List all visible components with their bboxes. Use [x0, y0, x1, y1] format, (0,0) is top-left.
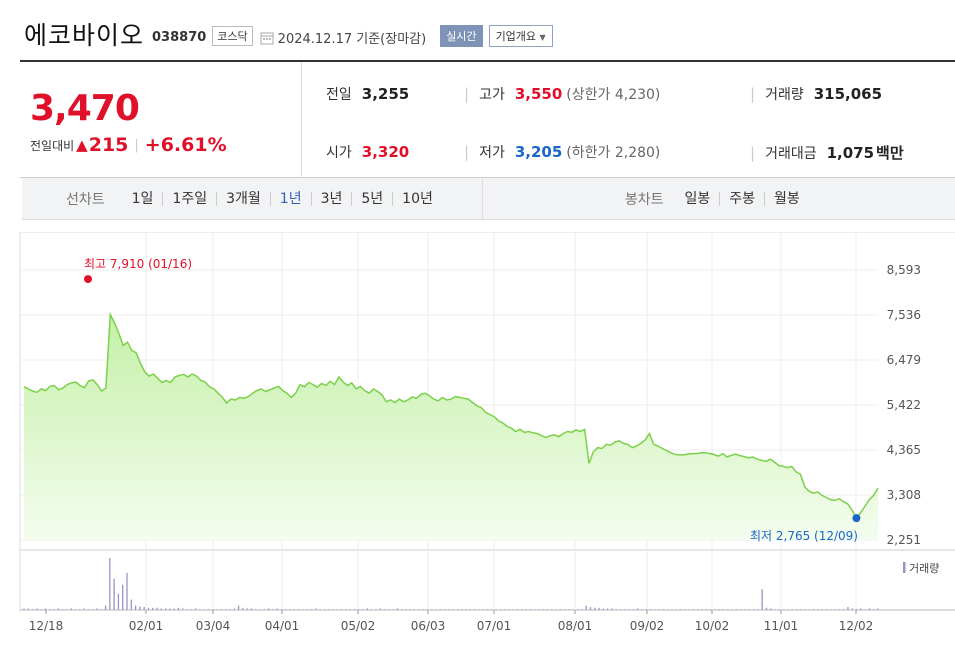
prev-close-value: 3,255	[361, 85, 410, 103]
x-tick-label: 05/02	[341, 619, 376, 633]
x-tick-label: 04/01	[265, 619, 300, 633]
price-summary: 3,470 전일대비 ▲ 215 | +6.61% 전일 3,255 시가 3,…	[20, 60, 955, 178]
company-name: 에코바이오	[24, 21, 145, 50]
y-tick-label: 8,593	[887, 263, 921, 277]
stat-high: | 고가 3,550 (상한가 4,230)	[464, 85, 661, 103]
x-tick-label: 10/02	[695, 619, 730, 633]
stat-open: 시가 3,320	[326, 142, 409, 162]
volume-legend-swatch	[903, 562, 906, 573]
change-value: 215	[88, 134, 129, 156]
line-period-tab-0[interactable]: 1일	[123, 191, 164, 206]
line-period-tab-6[interactable]: 10년	[402, 190, 433, 207]
change-percent: +6.61%	[144, 134, 227, 156]
candle-period-tab-0[interactable]: 일봉	[676, 191, 721, 206]
volume-value: 315,065	[813, 85, 883, 103]
up-arrow-icon: ▲	[76, 136, 88, 154]
y-tick-label: 3,308	[887, 488, 921, 502]
high-annotation: 최고 7,910 (01/16)	[84, 257, 192, 271]
stat-low: | 저가 3,205 (하한가 2,280)	[464, 143, 661, 161]
change-row: 전일대비 ▲ 215 | +6.61%	[30, 134, 227, 156]
line-period-tab-2[interactable]: 3개월	[217, 191, 271, 206]
x-tick-label: 11/01	[764, 619, 799, 633]
dropdown-arrow-icon: ▼	[539, 33, 546, 42]
price-area	[24, 314, 878, 540]
y-tick-label: 2,251	[887, 533, 921, 547]
price-line	[23, 311, 879, 520]
y-tick-label: 4,365	[887, 443, 921, 457]
x-tick-label: 03/04	[196, 619, 231, 633]
lower-limit: (하한가 2,280)	[566, 145, 661, 161]
market-badge: 코스닥	[212, 26, 253, 46]
line-period-tab-3[interactable]: 1년	[271, 191, 312, 206]
period-selector: 선차트 1일 1주일 3개월 1년 3년 5년 10년 봉차트 일봉 주봉 월봉	[22, 177, 955, 220]
low-annotation: 최저 2,765 (12/09)	[750, 529, 858, 543]
volume-label: 거래량	[765, 87, 804, 103]
current-price: 3,470	[30, 88, 140, 129]
line-period-tab-5[interactable]: 5년	[352, 191, 394, 206]
x-tick-label: 07/01	[477, 619, 512, 633]
high-label: 고가	[479, 87, 505, 103]
calendar-icon	[260, 30, 274, 45]
stock-code: 038870	[152, 29, 207, 45]
candle-period-tabs: 일봉 주봉 월봉	[676, 190, 809, 207]
x-tick-label: 12/02	[839, 619, 874, 633]
candle-period-tab-2[interactable]: 월봉	[774, 190, 800, 207]
amount-label: 거래대금	[765, 146, 817, 162]
high-value: 3,550	[514, 85, 563, 103]
candle-chart-label: 봉차트	[624, 191, 664, 208]
company-overview-button[interactable]: 기업개요 ▼	[488, 25, 553, 47]
low-marker	[852, 514, 861, 523]
stock-header: 에코바이오 038870 코스닥 2024.12.17 기준(장마감) 실시간 …	[24, 18, 553, 50]
open-label: 시가	[326, 145, 352, 161]
stat-amount: | 거래대금 1,075 백만	[750, 144, 904, 162]
prev-close-label: 전일	[326, 87, 352, 103]
upper-limit: (상한가 4,230)	[566, 87, 661, 103]
line-chart-label: 선차트	[66, 191, 105, 208]
amount-value: 1,075	[826, 144, 875, 162]
current-price-box: 3,470 전일대비 ▲ 215 | +6.61%	[20, 62, 302, 178]
line-period-tab-4[interactable]: 3년	[312, 191, 353, 206]
x-tick-label: 12/18	[29, 619, 64, 633]
divider	[481, 177, 483, 220]
x-tick-label: 06/03	[411, 619, 446, 633]
x-tick-label: 08/01	[558, 619, 593, 633]
y-tick-label: 7,536	[887, 308, 921, 322]
realtime-button[interactable]: 실시간	[440, 25, 483, 47]
divider: |	[134, 137, 139, 153]
low-label: 저가	[479, 145, 505, 161]
low-value: 3,205	[514, 143, 563, 161]
line-period-tab-1[interactable]: 1주일	[163, 191, 218, 206]
amount-unit: 백만	[876, 144, 904, 162]
high-marker	[84, 275, 92, 284]
stat-volume: | 거래량 315,065	[750, 85, 883, 103]
y-tick-label: 6,479	[887, 353, 921, 367]
x-tick-label: 09/02	[630, 619, 665, 633]
y-tick-label: 5,422	[887, 398, 921, 412]
candle-period-tab-1[interactable]: 주봉	[720, 191, 766, 206]
stat-prev-close: 전일 3,255	[326, 84, 409, 104]
volume-label: 거래량	[909, 562, 939, 575]
open-value: 3,320	[361, 143, 410, 161]
x-tick-label: 02/01	[129, 619, 164, 633]
reference-date: 2024.12.17 기준(장마감)	[277, 31, 427, 47]
price-chart: 8,593 7,536 6,479 5,422 4,365 3,308 2,251 최고 7…	[19, 232, 955, 633]
line-period-tabs: 1일 1주일 3개월 1년 3년 5년 10년	[123, 190, 442, 207]
company-overview-label: 기업개요	[495, 30, 537, 43]
change-label: 전일대비	[30, 138, 75, 153]
